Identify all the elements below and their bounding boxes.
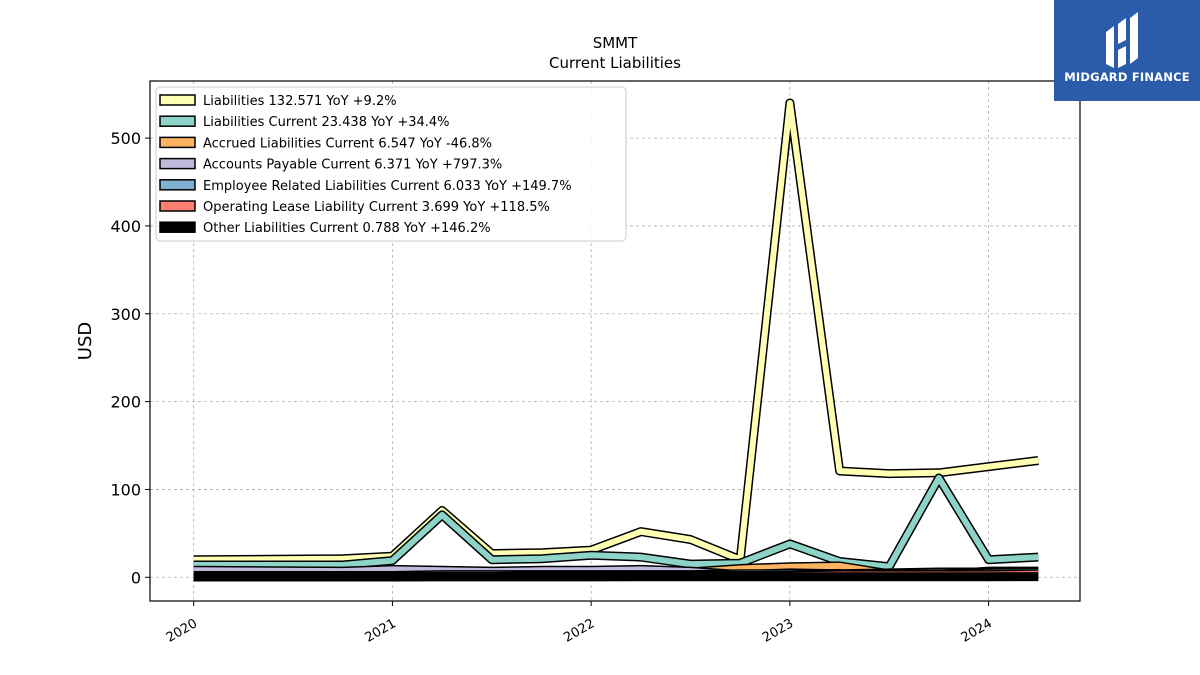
legend-entry: Other Liabilities Current 0.788 YoY +146… [203, 221, 491, 236]
x-tick-label: 2020 [164, 616, 200, 646]
legend-swatch [159, 94, 196, 106]
legend-swatch [159, 221, 196, 233]
y-tick-label: 0 [131, 568, 141, 587]
x-tick-label: 2024 [959, 616, 995, 646]
legend-entry: Operating Lease Liability Current 3.699 … [203, 200, 550, 215]
y-tick-label: 500 [110, 129, 141, 148]
x-tick-label: 2023 [760, 616, 796, 646]
plot-area [193, 98, 1039, 582]
series-line [193, 475, 1039, 570]
legend-entry: Accounts Payable Current 6.371 YoY +797.… [203, 158, 502, 173]
x-tick-label: 2022 [561, 616, 597, 646]
plot-frame [149, 80, 1081, 602]
legend-entry: Liabilities 132.571 YoY +9.2% [203, 94, 397, 109]
y-tick-label: 200 [110, 393, 141, 412]
legend: Liabilities 132.571 YoY +9.2% Liabilities… [155, 86, 627, 242]
legend-swatch [159, 115, 196, 127]
logo-mark-icon [1106, 12, 1138, 68]
legend-swatch [159, 136, 196, 149]
legend-entry: Employee Related Liabilities Current 6.0… [203, 179, 572, 194]
brand-logo: MIDGARD FINANCE [1054, 0, 1200, 101]
logo-text: MIDGARD FINANCE [1064, 70, 1190, 84]
y-tick-label: 100 [110, 480, 141, 499]
x-tick-label: 2021 [363, 616, 399, 646]
y-tick-label: 400 [110, 217, 141, 236]
legend-entry: Accrued Liabilities Current 6.547 YoY -4… [203, 136, 492, 151]
legend-box [155, 86, 627, 242]
y-axis-label: USD [75, 322, 96, 360]
chart-title: SMMT [593, 34, 638, 52]
legend-swatch [159, 157, 196, 170]
chart-subtitle: Current Liabilities [549, 54, 681, 72]
legend-swatch [159, 179, 196, 191]
y-tick-label: 300 [110, 305, 141, 324]
legend-entry: Liabilities Current 23.438 YoY +34.4% [203, 115, 450, 130]
legend-swatch [159, 200, 196, 212]
